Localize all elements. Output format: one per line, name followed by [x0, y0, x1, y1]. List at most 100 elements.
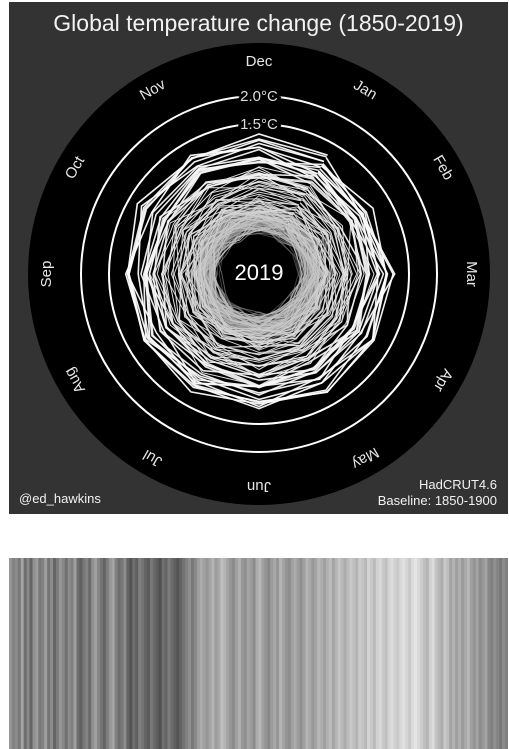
- stripe-1996: [437, 558, 442, 749]
- year-line-1996: [160, 185, 348, 377]
- stripe-1905: [170, 558, 174, 749]
- stripe-1957: [323, 558, 327, 749]
- stripe-1888: [120, 558, 125, 749]
- stripe-1876: [85, 558, 89, 749]
- stripe-1932: [249, 558, 254, 749]
- spiral-chart-panel: 1.5°C 2.0°C Jan Feb Mar Apr May Jun Jul Aug Sep Oct…: [9, 2, 508, 514]
- stripe-1925: [229, 558, 233, 749]
- stripe-2013: [487, 558, 491, 749]
- stripe-1914: [196, 558, 201, 749]
- stripe-1920: [214, 558, 219, 749]
- stripe-1977: [381, 558, 386, 749]
- year-line-1948: [209, 214, 317, 325]
- year-line-2013: [145, 156, 381, 388]
- year-line-2005: [153, 173, 363, 387]
- stripe-1942: [279, 558, 283, 749]
- stripe-1991: [422, 558, 427, 749]
- month-label-mar: Mar: [463, 261, 480, 287]
- stripe-1908: [179, 558, 183, 749]
- stripe-1971: [364, 558, 368, 749]
- year-line-1962: [203, 218, 315, 335]
- stripe-2018: [502, 558, 506, 749]
- stripe-1852: [14, 558, 19, 749]
- spiral-background-disc: [28, 43, 490, 505]
- year-line-2010: [143, 160, 371, 396]
- stripe-1976: [378, 558, 383, 749]
- stripe-1990: [419, 558, 424, 749]
- stripe-1926: [232, 558, 236, 749]
- stripe-1967: [352, 558, 356, 749]
- year-line-1950: [210, 223, 321, 318]
- stripe-1927: [235, 558, 239, 749]
- stripe-1910: [185, 558, 189, 749]
- stripe-1894: [138, 558, 142, 749]
- stripe-1944: [284, 558, 289, 749]
- stripe-2006: [466, 558, 471, 749]
- stripe-2015: [493, 558, 497, 749]
- stripe-1956: [320, 558, 324, 749]
- stripe-1997: [440, 558, 445, 749]
- stripe-1875: [82, 558, 86, 749]
- stripe-1906: [173, 558, 177, 749]
- stripe-1882: [102, 558, 107, 749]
- stripe-2016: [496, 558, 500, 749]
- stripe-1989: [417, 558, 421, 749]
- stripe-1985: [405, 558, 409, 749]
- stripe-1877: [88, 558, 92, 749]
- stripe-1947: [293, 558, 298, 749]
- year-line-1971: [187, 195, 329, 344]
- stripe-1982: [396, 558, 400, 749]
- stripe-1901: [158, 558, 163, 749]
- spiral-lines-group: [124, 133, 396, 410]
- stripe-2012: [484, 558, 489, 749]
- stripe-1949: [299, 558, 304, 749]
- stripe-1978: [384, 558, 389, 749]
- stripe-1980: [390, 558, 395, 749]
- stripe-1870: [67, 558, 72, 749]
- stripe-1939: [270, 558, 274, 749]
- stripe-1938: [267, 558, 271, 749]
- stripe-2009: [475, 558, 480, 749]
- stripe-1881: [99, 558, 104, 749]
- stripe-1994: [431, 558, 436, 749]
- stripe-1952: [308, 558, 312, 749]
- stripe-1983: [399, 558, 403, 749]
- stripe-1890: [126, 558, 130, 749]
- stripe-1995: [434, 558, 439, 749]
- stripe-1913: [193, 558, 198, 749]
- stripe-1934: [255, 558, 260, 749]
- stripe-1907: [176, 558, 180, 749]
- year-line-1987: [179, 181, 353, 360]
- stripe-1861: [41, 558, 45, 749]
- stripe-1853: [17, 558, 22, 749]
- month-label-jun: Jun: [247, 478, 271, 495]
- stripe-1945: [287, 558, 292, 749]
- stripe-1993: [428, 558, 433, 749]
- stripe-1868: [61, 558, 66, 749]
- stripe-2001: [452, 558, 456, 749]
- stripe-1893: [135, 558, 139, 749]
- stripe-1999: [446, 558, 450, 749]
- stripe-1969: [358, 558, 362, 749]
- stripe-1867: [58, 558, 63, 749]
- stripe-1902: [161, 558, 166, 749]
- stripe-1940: [273, 558, 277, 749]
- stripe-1860: [38, 558, 42, 749]
- stripe-1866: [55, 558, 60, 749]
- stripe-1884: [108, 558, 113, 749]
- stripe-1886: [114, 558, 119, 749]
- stripe-1960: [331, 558, 336, 749]
- stripe-1968: [355, 558, 359, 749]
- stripe-2017: [499, 558, 503, 749]
- year-line-2000: [167, 166, 361, 367]
- year-line-1995: [164, 180, 352, 362]
- stripe-1965: [346, 558, 351, 749]
- stripe-1924: [226, 558, 230, 749]
- stripe-1943: [281, 558, 286, 749]
- stripe-1864: [50, 558, 54, 749]
- stripe-1973: [370, 558, 374, 749]
- stripe-1961: [334, 558, 339, 749]
- year-line-2017: [137, 142, 389, 401]
- stripe-1897: [146, 558, 151, 749]
- stripe-1955: [317, 558, 321, 749]
